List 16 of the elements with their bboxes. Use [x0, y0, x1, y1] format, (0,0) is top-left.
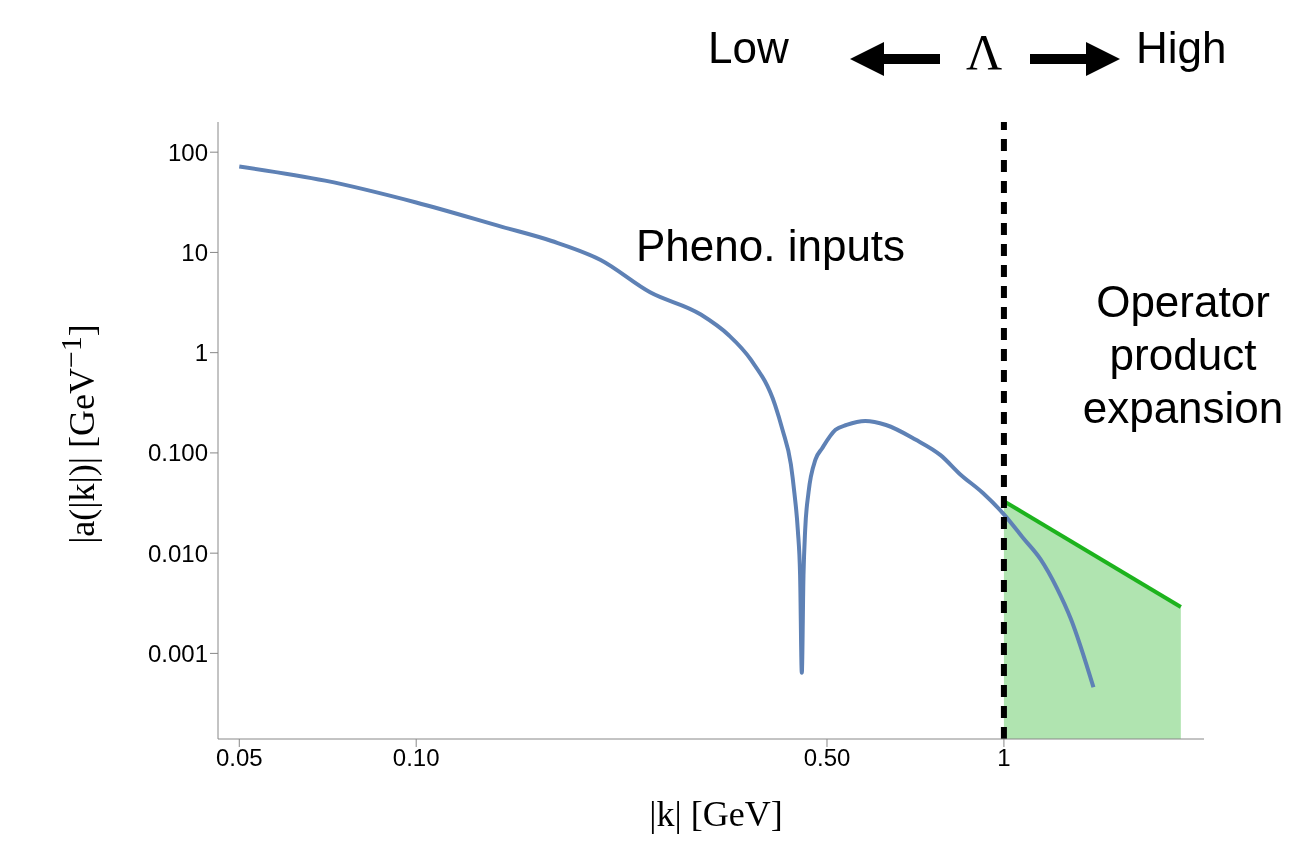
y-tick-label: 0.010	[147, 539, 208, 567]
x-tick-label: 0.50	[803, 744, 851, 772]
x-tick-label: 0.05	[215, 744, 263, 772]
text: High	[1136, 22, 1227, 74]
y-tick-label: 10	[181, 238, 208, 266]
y-tick-label: 0.001	[147, 639, 208, 667]
x-tick-label: 1	[997, 744, 1011, 772]
x-tick-label: 0.10	[392, 744, 440, 772]
y-tick-label: 100	[167, 138, 208, 166]
annotation: Pheno. inputs	[636, 220, 906, 272]
text: Λ	[966, 23, 1003, 82]
annotation: Operator product expansion	[1081, 276, 1285, 434]
y-tick-label: 0.100	[147, 439, 208, 467]
text: Low	[708, 22, 789, 74]
x-axis-title: |k| [GeV]	[648, 793, 784, 835]
y-tick-label: 1	[194, 339, 208, 367]
